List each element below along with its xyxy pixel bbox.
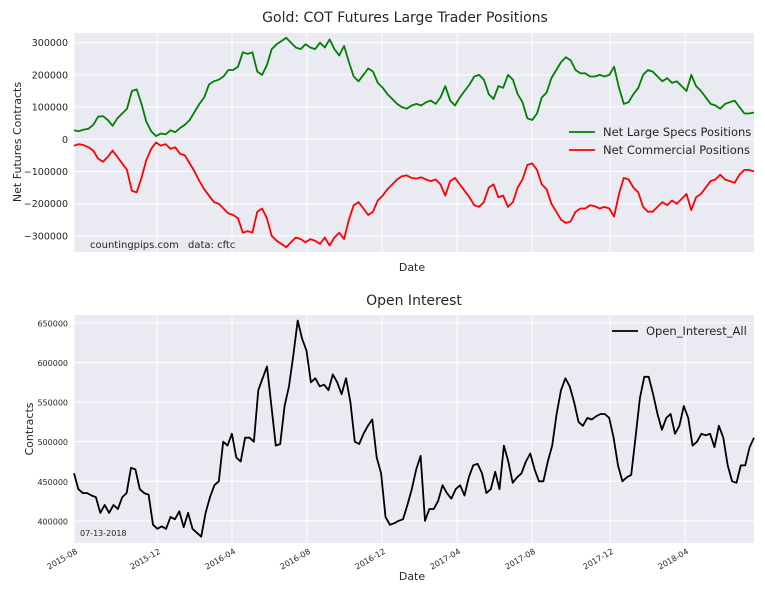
- bottom-x-tick-label: 2015-08: [46, 547, 79, 572]
- top-y-tick-label: −100000: [24, 167, 68, 178]
- legend-label-commercial: Net Commercial Positions: [603, 143, 750, 157]
- bottom-y-tick-label: 400000: [37, 517, 68, 526]
- top-y-tick-label: 0: [62, 135, 68, 146]
- top-y-tick-labels: −300000 −200000 −100000 0 100000 200000 300000: [24, 38, 68, 242]
- bottom-y-tick-labels: 400000 450000 500000 550000 600000 650000: [37, 319, 68, 526]
- bottom-y-tick-label: 500000: [37, 438, 68, 447]
- bottom-x-tick-label: 2016-08: [279, 547, 312, 572]
- top-series-line-0: [73, 36, 755, 138]
- bottom-x-tick-label: 2018-04: [657, 547, 690, 572]
- top-plot-area: [74, 33, 754, 252]
- bottom-chart-title: Open Interest: [366, 293, 462, 309]
- top-y-axis-label: Net Futures Contracts: [11, 82, 24, 202]
- data-source-annotation: data: cftc: [188, 240, 235, 251]
- top-x-axis-label: Date: [399, 261, 426, 274]
- bottom-x-tick-label: 2016-12: [354, 547, 387, 572]
- bottom-series-lines: [73, 319, 755, 538]
- date-annotation: 07-13-2018: [80, 529, 127, 538]
- source-annotation: countingpips.com: [90, 240, 179, 251]
- top-series-lines: [73, 36, 755, 249]
- legend-label-specs: Net Large Specs Positions: [603, 125, 751, 139]
- top-series-line-1: [73, 141, 755, 249]
- bottom-x-tick-label: 2015-12: [129, 547, 162, 572]
- bottom-plot-area: [74, 315, 754, 543]
- bottom-x-tick-labels: 2015-08 2015-12 2016-04 2016-08 2016-12 2017-…: [46, 547, 690, 572]
- bottom-y-tick-label: 600000: [37, 359, 68, 368]
- bottom-x-tick-label: 2017-12: [582, 547, 615, 572]
- top-y-tick-label: 200000: [32, 70, 68, 81]
- bottom-legend: Open_Interest_All: [612, 324, 747, 338]
- bottom-x-tick-label: 2017-04: [429, 547, 462, 572]
- bottom-x-axis-label: Date: [399, 570, 426, 583]
- top-chart-title: Gold: COT Futures Large Trader Positions: [262, 10, 548, 26]
- bottom-gridlines: [73, 315, 754, 543]
- top-y-tick-label: 300000: [32, 38, 68, 49]
- bottom-x-tick-label: 2017-08: [504, 547, 537, 572]
- bottom-y-tick-label: 550000: [37, 399, 68, 408]
- bottom-y-tick-label: 650000: [37, 319, 68, 328]
- bottom-series-line-0: [73, 319, 755, 538]
- legend-label-open-interest: Open_Interest_All: [646, 324, 747, 338]
- bottom-x-tick-label: 2016-04: [204, 547, 237, 572]
- top-y-tick-label: −300000: [24, 231, 68, 242]
- bottom-y-tick-label: 450000: [37, 478, 68, 487]
- top-y-tick-label: −200000: [24, 199, 68, 210]
- top-legend: Net Large Specs Positions Net Commercial…: [569, 125, 751, 157]
- top-y-tick-label: 100000: [32, 103, 68, 114]
- bottom-y-axis-label: Contracts: [23, 402, 36, 455]
